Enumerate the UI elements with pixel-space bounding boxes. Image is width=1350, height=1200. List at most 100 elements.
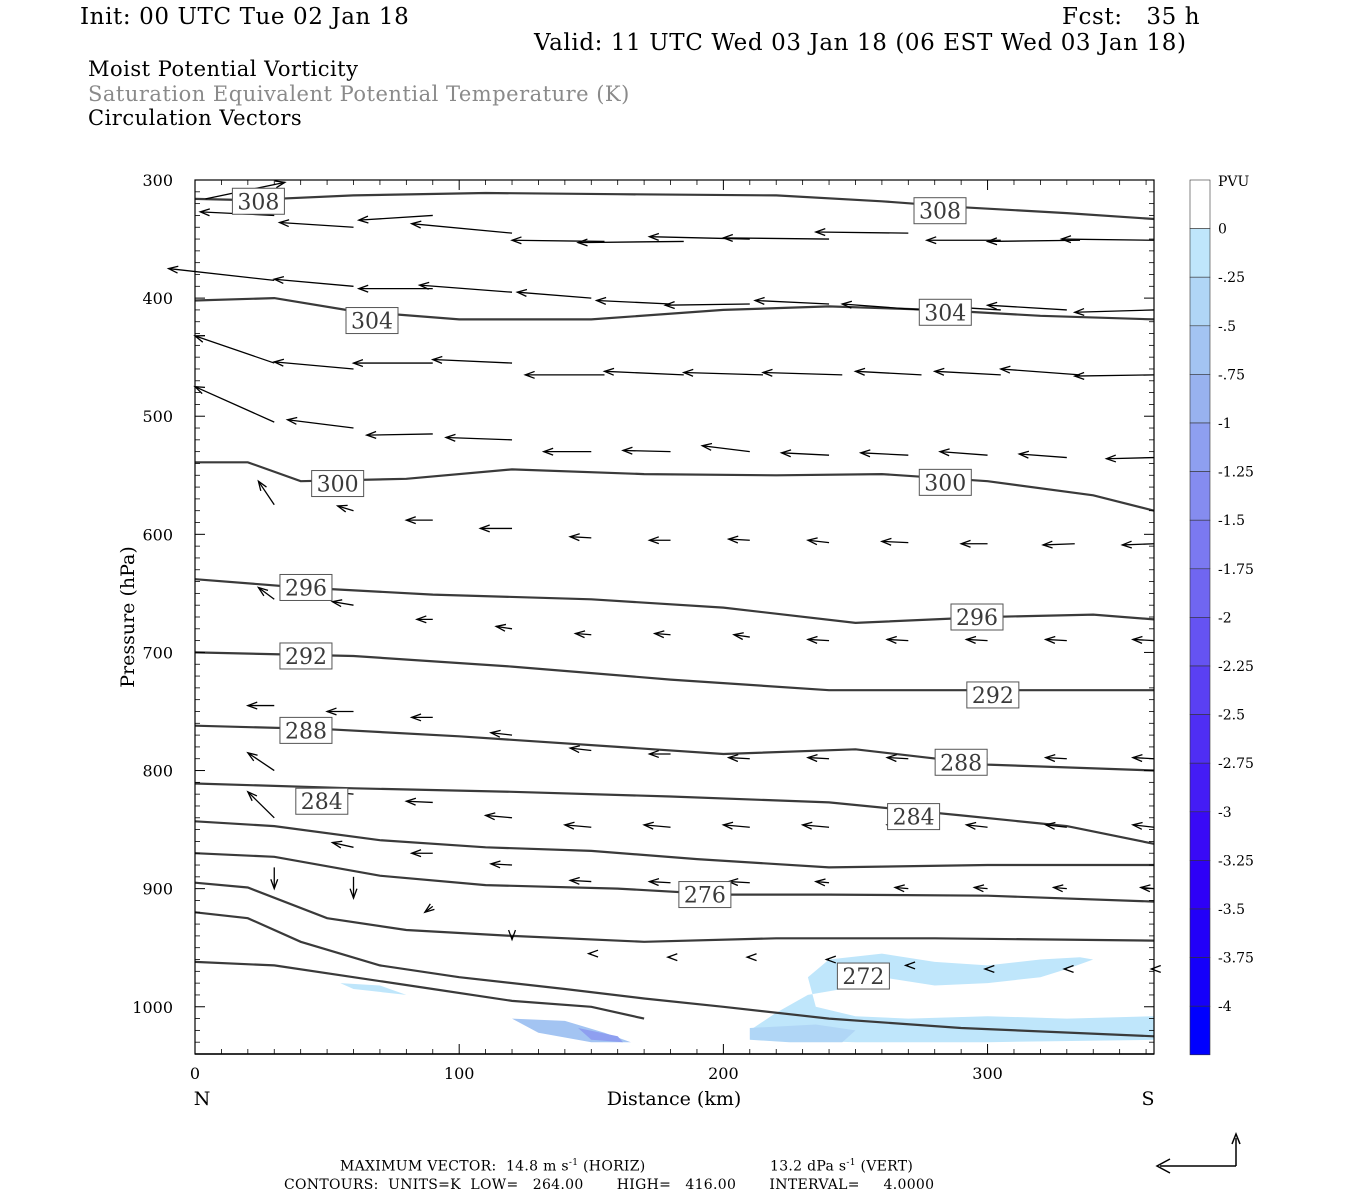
contour-labels: 308 308 304 304 300 300 296 296 292 292 288 288 284 2…	[231, 187, 1020, 990]
circulation-vector	[985, 301, 1067, 311]
circulation-vector	[647, 536, 671, 545]
colorbar-swatch	[1189, 228, 1211, 278]
circulation-vector	[813, 878, 830, 887]
y-tick-label: 900	[142, 880, 173, 899]
circulation-vector	[404, 797, 433, 806]
circulation-vector	[602, 367, 684, 376]
axis-text: Distance (km) Pressure (hPa) N S	[117, 546, 1155, 1110]
y-axis-label: Pressure (hPa)	[117, 546, 139, 688]
colorbar-swatch	[1189, 568, 1211, 618]
circulation-vector	[824, 955, 837, 964]
colorbar-label: -3.75	[1218, 951, 1254, 967]
x-axis-label: Distance (km)	[607, 1088, 742, 1110]
circulation-vector	[813, 228, 909, 237]
circulation-vector	[721, 821, 750, 830]
contour-label-box	[279, 716, 333, 744]
circulation-vector	[246, 751, 275, 772]
contour-info: CONTOURS: UNITS=K LOW= 264.00 HIGH= 416.…	[284, 1177, 935, 1193]
colorbar-label: -4	[1218, 999, 1232, 1015]
circulation-vector	[983, 964, 995, 974]
circulation-vector	[423, 903, 435, 914]
contour-label-box	[918, 298, 972, 326]
max-vector-vert: 13.2 dPa s-1 (VERT)	[770, 1158, 914, 1175]
circulation-vector	[349, 876, 358, 900]
colorbar-swatch	[1189, 811, 1211, 861]
x-tick-label: 300	[972, 1064, 1003, 1083]
valid-time: Valid: 11 UTC Wed 03 Jan 18 (06 EST Wed …	[534, 30, 1187, 56]
circulation-vector	[998, 365, 1081, 376]
x-tick-label: 200	[708, 1064, 739, 1083]
circulation-vector	[726, 878, 750, 887]
circulation-vector	[573, 630, 592, 639]
circulation-vector	[541, 447, 592, 456]
circulation-vector	[665, 953, 678, 962]
circulation-vector	[932, 367, 1001, 376]
y-tick-label: 400	[142, 289, 173, 308]
circulation-vector	[272, 276, 354, 287]
y-tick-label: 600	[142, 525, 173, 544]
colorbar-swatch	[1189, 908, 1211, 958]
circulation-vector	[364, 430, 433, 439]
circulation-vector	[356, 284, 433, 293]
y-tick-label: 1000	[132, 998, 173, 1017]
contour-label: 288	[940, 751, 982, 776]
colorbar-swatch	[1189, 762, 1211, 813]
contour-label-box	[836, 962, 890, 990]
contour-label: 276	[684, 884, 726, 909]
colorbar-label: -3.25	[1218, 853, 1254, 869]
colorbar-swatch	[1189, 665, 1211, 715]
contour-label-box	[934, 748, 988, 776]
contour-label: 308	[237, 190, 279, 215]
y-tick-label: 800	[142, 762, 173, 781]
circulation-vector	[444, 433, 513, 442]
pv-colorbar: 0 -.25 -.5 -.75 -1 -1.25 -1.5 -1.75 -2 -2.25 -2.5 -…	[1189, 179, 1254, 1056]
circulation-vector	[193, 385, 275, 423]
circulation-vector	[562, 821, 592, 830]
circulation-vector	[806, 754, 830, 763]
theta-contour	[194, 724, 1155, 772]
colorbar-label: -1.75	[1218, 562, 1254, 578]
forecast-hour: Fcst: 35 h	[1062, 4, 1201, 30]
circulation-vector	[806, 635, 830, 644]
circulation-vector	[1041, 540, 1075, 549]
circulation-vector	[885, 754, 909, 763]
theta-contour	[195, 461, 1155, 512]
circulation-vector	[681, 368, 764, 377]
colorbar-label: -3.5	[1218, 902, 1245, 918]
circulation-vector	[1017, 450, 1067, 459]
circulation-vector	[885, 635, 909, 644]
circulation-vector	[964, 821, 988, 830]
circulation-vector	[853, 367, 922, 376]
circulation-vector	[594, 296, 671, 305]
circulation-vector	[285, 416, 354, 429]
circulation-vector	[488, 860, 513, 869]
circulation-vector	[356, 214, 433, 224]
circulation-vector	[726, 535, 750, 544]
contour-label: 296	[956, 606, 998, 631]
contour-label-box	[279, 573, 333, 601]
contour-label-box	[678, 881, 732, 909]
contour-label-box	[966, 681, 1020, 709]
circulation-vector	[726, 754, 750, 763]
circulation-vector	[335, 504, 354, 513]
circulation-vector	[761, 368, 843, 377]
circulation-vector	[415, 615, 433, 624]
circulation-vector	[647, 749, 671, 759]
circulation-vector	[483, 812, 513, 821]
circulation-vector	[409, 713, 433, 722]
theta-contour	[194, 296, 1155, 321]
circulation-vector	[166, 265, 275, 282]
circulation-vector	[193, 335, 275, 364]
circulation-vector	[663, 301, 750, 310]
contour-label-box	[295, 787, 349, 815]
circulation-vector	[270, 867, 279, 891]
circulation-vector	[330, 599, 354, 608]
colorbar-label: -.25	[1218, 270, 1245, 286]
circulation-vector	[568, 745, 592, 754]
circulation-vector	[721, 233, 830, 243]
theta-contour	[194, 911, 1155, 1038]
circulation-vector	[507, 929, 517, 942]
contour-label-box	[918, 468, 972, 496]
circulation-vector	[903, 961, 916, 970]
circulation-vector	[478, 524, 513, 533]
